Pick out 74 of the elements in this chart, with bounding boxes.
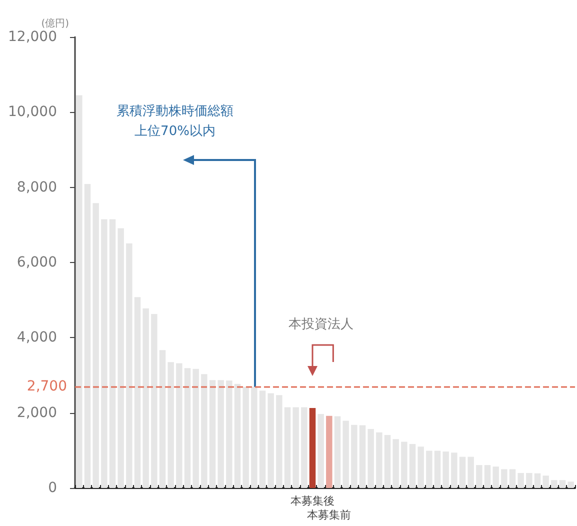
bar bbox=[501, 469, 508, 488]
y-tick-label: 0 bbox=[48, 480, 57, 496]
bar bbox=[551, 480, 558, 488]
bar bbox=[92, 203, 99, 488]
ref-line-label: 2,700 bbox=[26, 378, 67, 395]
bar bbox=[384, 435, 391, 488]
annotation: 累積浮動株時価総額 bbox=[116, 104, 234, 119]
bar bbox=[126, 243, 132, 488]
bar bbox=[284, 407, 291, 488]
y-tick-label: 4,000 bbox=[16, 330, 57, 346]
bar bbox=[334, 416, 341, 488]
bar bbox=[409, 444, 416, 488]
y-tick-label: 8,000 bbox=[16, 179, 57, 196]
bar bbox=[442, 452, 449, 488]
bar bbox=[326, 416, 332, 488]
bar bbox=[134, 297, 141, 488]
bar bbox=[184, 368, 191, 488]
y-tick-label: 10,000 bbox=[8, 104, 57, 120]
bar bbox=[276, 395, 282, 488]
bar bbox=[268, 393, 274, 488]
bar bbox=[226, 380, 232, 488]
bar bbox=[484, 465, 491, 488]
bar bbox=[476, 465, 482, 488]
bar bbox=[376, 432, 382, 488]
bar bbox=[392, 439, 399, 488]
bar bbox=[518, 472, 524, 488]
bar bbox=[368, 428, 374, 488]
bar bbox=[118, 228, 124, 488]
bar bbox=[109, 219, 116, 488]
bar bbox=[418, 446, 424, 488]
bar bbox=[401, 442, 408, 488]
x-tick-label: 本募集後 bbox=[290, 494, 334, 508]
bar bbox=[351, 424, 358, 488]
bar bbox=[559, 480, 566, 488]
bar bbox=[151, 314, 158, 488]
x-tick-label: 本募集前 bbox=[307, 508, 352, 522]
y-tick-label: 2,000 bbox=[16, 404, 57, 421]
bar bbox=[534, 473, 541, 488]
y-axis-title: (億円) bbox=[41, 18, 70, 30]
bar bbox=[309, 408, 316, 488]
bar bbox=[201, 374, 208, 488]
annotation: 上位70%以内 bbox=[134, 124, 216, 139]
bar bbox=[359, 425, 366, 488]
bar bbox=[168, 362, 174, 488]
bar bbox=[192, 368, 199, 488]
bar bbox=[159, 350, 166, 488]
bar bbox=[492, 466, 499, 488]
bar bbox=[218, 380, 224, 488]
bar bbox=[426, 450, 432, 488]
bar bbox=[301, 407, 308, 488]
bar bbox=[434, 450, 441, 488]
bar bbox=[84, 184, 91, 488]
bar bbox=[451, 452, 458, 488]
bar bbox=[209, 380, 216, 488]
bar bbox=[76, 95, 82, 488]
bar bbox=[342, 420, 349, 488]
y-tick-label: 6,000 bbox=[16, 254, 57, 270]
bar bbox=[509, 469, 516, 488]
bar bbox=[101, 219, 108, 488]
bar bbox=[292, 407, 299, 488]
bar bbox=[568, 482, 574, 488]
bar bbox=[259, 390, 266, 488]
bar bbox=[176, 363, 182, 488]
y-tick-label: 12,000 bbox=[8, 29, 57, 45]
bar bbox=[142, 308, 149, 488]
annotation: 本投資法人 bbox=[288, 317, 354, 332]
bar bbox=[459, 456, 466, 488]
bar bbox=[468, 456, 474, 488]
bar bbox=[234, 384, 241, 488]
bar bbox=[251, 386, 258, 488]
bar bbox=[318, 414, 324, 488]
bar bbox=[542, 476, 549, 488]
bar bbox=[242, 386, 249, 488]
bar bbox=[526, 472, 532, 488]
